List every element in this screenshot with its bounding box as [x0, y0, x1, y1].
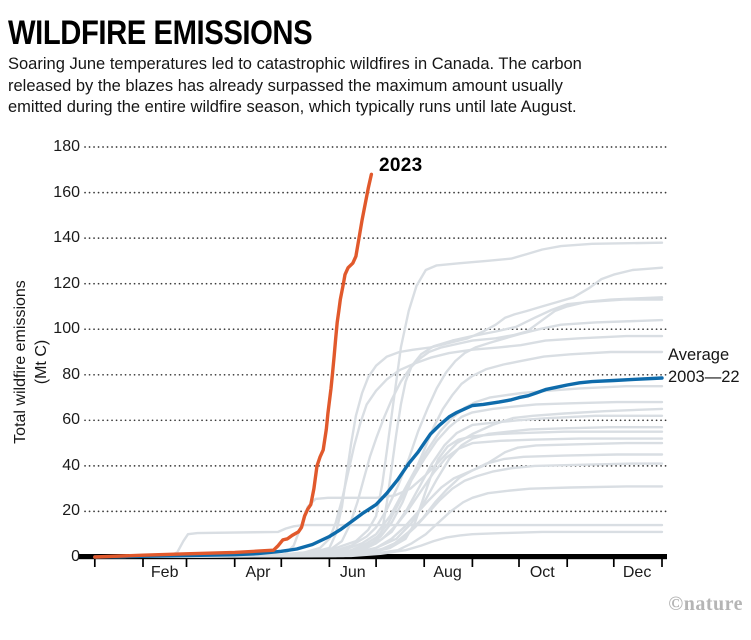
x-axis — [78, 554, 667, 567]
page-title: WILDFIRE EMISSIONS — [8, 14, 313, 52]
nature-credit: ©nature — [668, 593, 743, 615]
x-tick-label: Aug — [433, 564, 462, 581]
y-tick-label: 80 — [62, 365, 80, 383]
series-label-average: Average 2003—22 — [668, 346, 740, 386]
y-tick-label: 120 — [53, 274, 80, 292]
page-subtitle: Soaring June temperatures led to catastr… — [8, 55, 582, 117]
y-tick-label: 20 — [62, 502, 80, 520]
y-tick-label: 60 — [62, 411, 80, 429]
average-line — [93, 376, 664, 559]
y-tick-label: 40 — [62, 456, 80, 474]
x-tick-label: Apr — [245, 564, 271, 581]
y-tick-label: 0 — [71, 548, 80, 565]
line-2023 — [93, 172, 374, 559]
y-axis-title: Total wildfire emissions (Mt C) — [12, 280, 50, 444]
x-tick-label: Oct — [529, 564, 555, 581]
series-label-2023: 2023 — [379, 155, 423, 176]
y-tick-label: 180 — [53, 138, 80, 155]
x-tick-label: Dec — [622, 564, 652, 581]
y-tick-label: 160 — [53, 183, 80, 201]
x-tick-label: Jun — [339, 564, 366, 581]
gridlines — [84, 146, 668, 513]
y-tick-label: 100 — [53, 320, 80, 338]
year-lines-2003-22 — [93, 241, 664, 559]
y-tick-label: 140 — [53, 229, 80, 247]
x-tick-label: Feb — [150, 564, 179, 581]
